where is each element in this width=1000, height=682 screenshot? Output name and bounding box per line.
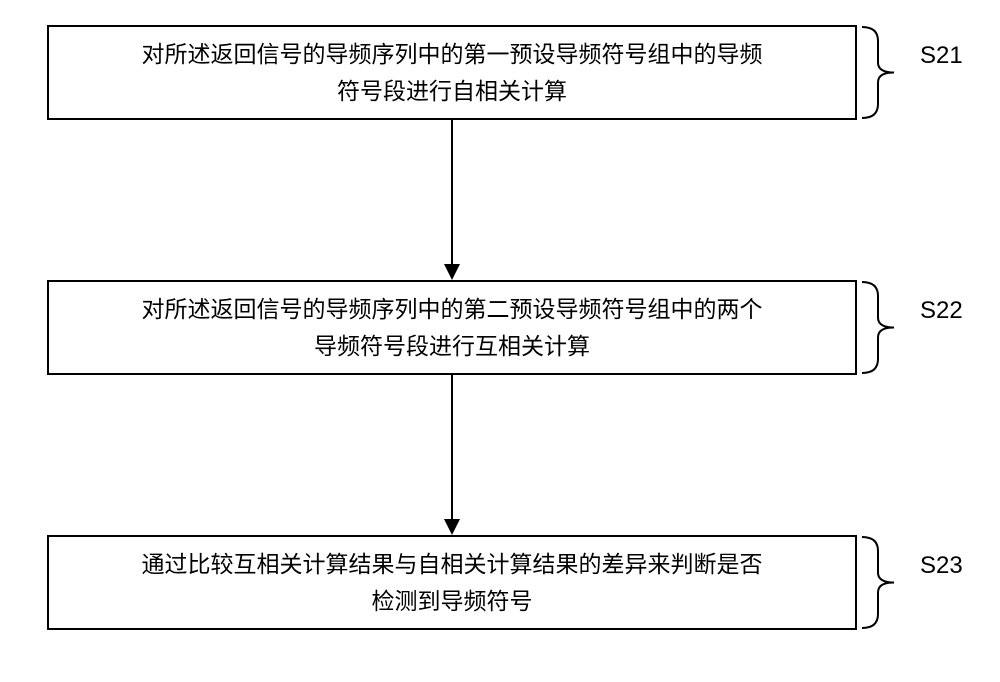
brace-n1 [860,25,900,120]
arrow-2 [437,375,467,535]
brace-n2 [860,280,900,375]
step-label-S22: S22 [920,297,963,325]
flow-node-text: 对所述返回信号的导频序列中的第二预设导频符号组中的两个导频符号段进行互相关计算 [142,291,763,365]
flow-node-n3: 通过比较互相关计算结果与自相关计算结果的差异来判断是否检测到导频符号 [47,535,857,630]
step-label-S21: S21 [920,42,963,70]
flow-node-n2: 对所述返回信号的导频序列中的第二预设导频符号组中的两个导频符号段进行互相关计算 [47,280,857,375]
step-label-S23: S23 [920,552,963,580]
arrow-1 [437,120,467,280]
flow-node-text: 对所述返回信号的导频序列中的第一预设导频符号组中的导频符号段进行自相关计算 [142,36,763,110]
flow-node-text: 通过比较互相关计算结果与自相关计算结果的差异来判断是否检测到导频符号 [142,546,763,620]
brace-n3 [860,535,900,630]
flow-node-n1: 对所述返回信号的导频序列中的第一预设导频符号组中的导频符号段进行自相关计算 [47,25,857,120]
